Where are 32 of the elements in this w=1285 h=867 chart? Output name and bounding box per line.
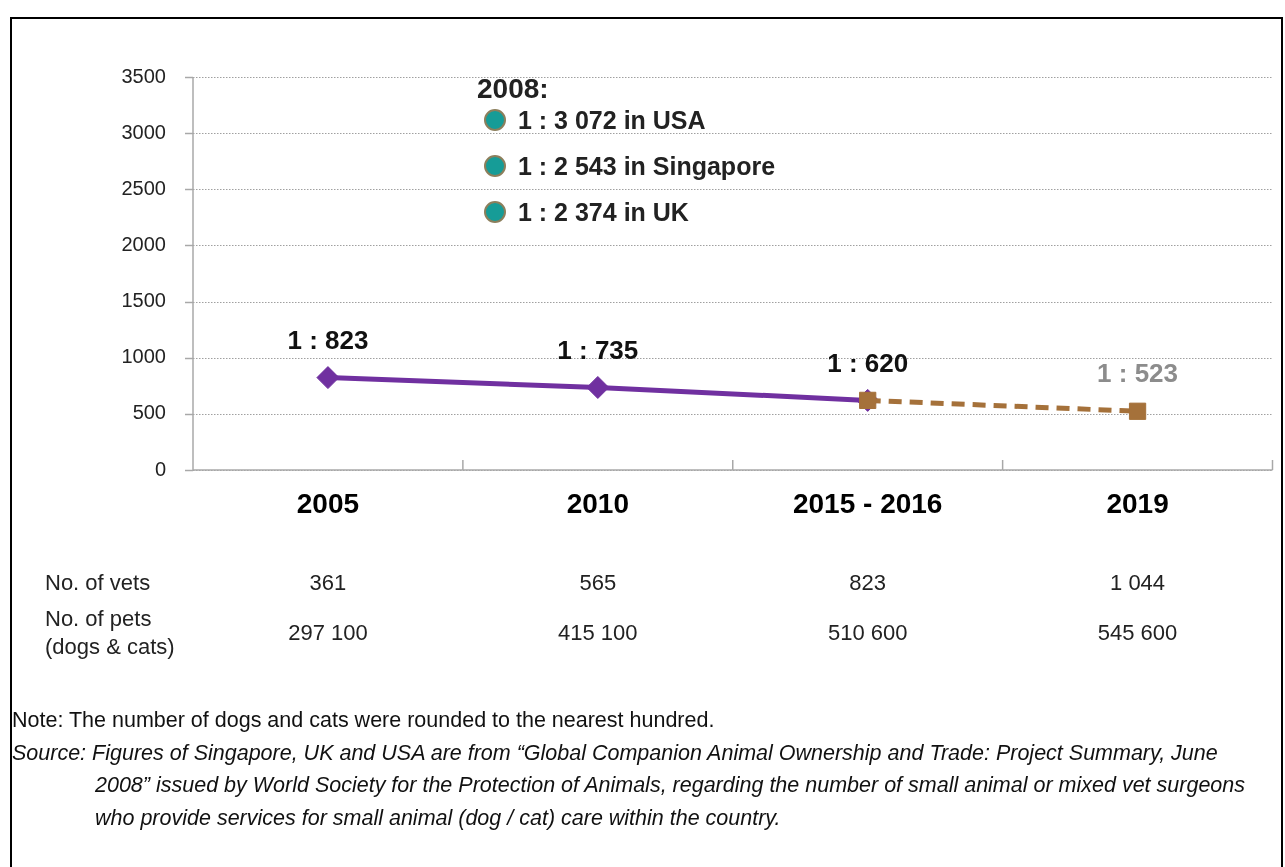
data-label: 1 : 735: [557, 334, 639, 365]
y-tick-label: 0: [154, 457, 166, 480]
text: 361: [308, 569, 348, 597]
x-tick-label: 2010: [566, 487, 629, 519]
y-tick-label: 1500: [121, 289, 166, 312]
text: No. of pets (dogs & cats): [45, 605, 175, 661]
text: 1 044: [1109, 569, 1167, 597]
text: No. of vets: [45, 569, 151, 597]
x-tick-label: 2015 - 2016: [792, 487, 943, 519]
annotation: 1 : 2 543 in Singapore: [518, 151, 776, 181]
text: 565: [578, 569, 618, 597]
annotation: 1 : 2 374 in UK: [518, 197, 689, 227]
annotation: 1 : 3 072 in USA: [518, 105, 706, 135]
data-label: 1 : 823: [287, 324, 369, 355]
annotation: 2008:: [477, 73, 549, 105]
text: Note: The number of dogs and cats were rounded to the nearest hundred.: [12, 707, 716, 734]
text: 415 100: [557, 619, 639, 647]
x-tick-label: 2019: [1106, 487, 1169, 519]
x-tick-label: 2005: [296, 487, 360, 519]
text: 297 100: [287, 619, 369, 647]
y-tick-label: 3500: [121, 64, 166, 87]
text: 545 600: [1096, 619, 1179, 647]
y-tick-label: 2000: [121, 232, 166, 255]
text: 510 600: [826, 619, 909, 647]
source-note: Source: Figures of Singapore, UK and USA are from “Global Companion Animal Ownership and Trade: Project Summary, June 2008” issued by World Society for the Protection of Animals, regarding the number of small animal or mixed vet surgeons who provide services for small animal (dog / cat) care within the country.: [12, 739, 1246, 832]
y-tick-label: 1000: [121, 345, 166, 368]
data-label: 1 : 523: [1097, 358, 1179, 389]
text: 823: [848, 569, 888, 597]
y-tick-label: 2500: [121, 176, 166, 199]
data-label: 1 : 620: [827, 347, 909, 378]
y-tick-label: 500: [132, 401, 166, 424]
y-tick-label: 3000: [121, 120, 166, 143]
